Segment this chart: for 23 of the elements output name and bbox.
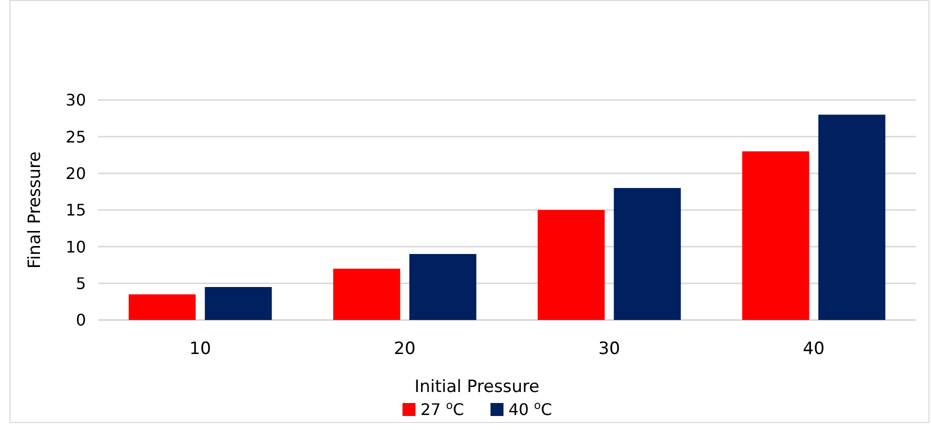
- y-tick-label: 0: [76, 310, 86, 330]
- y-tick-label: 30: [66, 90, 86, 110]
- y-tick-label: 20: [66, 164, 86, 183]
- legend-label: 40 $^{o}$C: [508, 398, 552, 419]
- bar: [409, 254, 476, 320]
- x-tick-label: 10: [189, 339, 212, 359]
- bar: [128, 294, 196, 320]
- y-tick-label: 15: [66, 200, 86, 220]
- bar: [538, 210, 605, 320]
- bar: [818, 114, 886, 320]
- legend-label: 27 $^{o}$C: [420, 398, 464, 419]
- y-tick-label: 25: [66, 127, 86, 146]
- x-tick-label: 30: [598, 339, 620, 359]
- bar: [333, 268, 400, 320]
- x-tick-label: 20: [394, 339, 416, 359]
- y-tick-label: 5: [76, 274, 86, 293]
- x-axis-title: Initial Pressure: [414, 377, 540, 397]
- bar: [742, 151, 810, 320]
- y-axis-title: Final Pressure: [25, 151, 45, 269]
- x-tick-label: 40: [802, 339, 825, 359]
- bar: [204, 287, 272, 320]
- bar: [614, 188, 681, 320]
- y-tick-label: 10: [66, 237, 86, 256]
